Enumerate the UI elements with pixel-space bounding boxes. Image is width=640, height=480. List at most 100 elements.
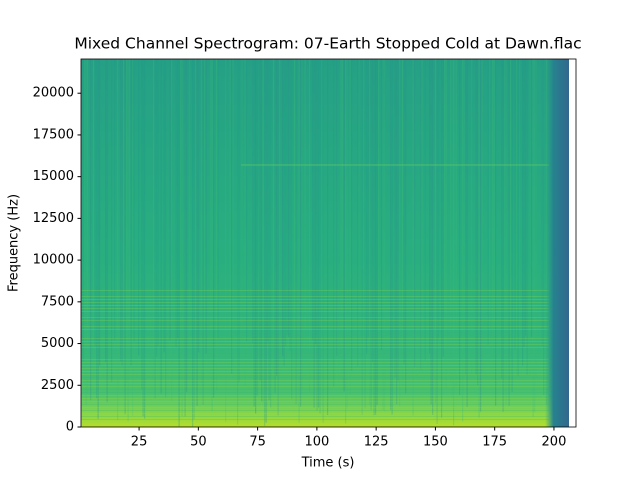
spectrogram-texture <box>120 59 122 362</box>
spectrogram-texture <box>462 59 464 422</box>
spectrogram-texture <box>138 59 140 356</box>
spectrogram-texture <box>126 59 128 383</box>
spectrogram-texture <box>459 59 461 396</box>
spectrogram-texture <box>420 59 422 370</box>
spectrogram-texture <box>313 59 315 408</box>
spectrogram-texture <box>210 59 212 375</box>
plot-area <box>81 59 569 427</box>
spectrogram-texture <box>261 59 263 402</box>
spectrogram-texture <box>81 296 549 297</box>
spectrogram-texture <box>81 407 549 408</box>
spectrogram-texture <box>202 59 204 405</box>
spectrogram-texture <box>309 59 311 393</box>
spectrogram-texture <box>237 59 239 425</box>
spectrogram-texture <box>123 59 125 357</box>
spectrogram-texture <box>157 59 159 346</box>
spectrogram-texture <box>487 59 489 346</box>
spectrogram-texture <box>163 59 165 353</box>
spectrogram-texture <box>373 59 375 416</box>
spectrogram-texture <box>321 59 323 350</box>
spectrogram-texture <box>441 59 443 418</box>
spectrogram-texture <box>456 59 458 388</box>
spectrogram-texture <box>85 59 87 405</box>
spectrogram-texture <box>184 59 186 417</box>
spectrogram-texture <box>81 416 549 417</box>
spectrogram-texture <box>453 59 455 426</box>
spectrogram-texture <box>81 356 549 357</box>
spectrogram-texture <box>121 59 123 366</box>
spectrogram-texture <box>81 413 549 414</box>
y-tick-label: 10000 <box>33 253 74 268</box>
spectrogram-texture <box>301 59 303 390</box>
spectrogram-texture <box>367 59 369 339</box>
spectrogram-texture <box>192 59 194 427</box>
spectrogram-texture <box>177 59 179 339</box>
spectrogram-texture <box>81 386 549 387</box>
spectrogram-texture <box>451 59 453 398</box>
spectrogram-texture <box>504 59 506 336</box>
x-tick-label: 100 <box>304 435 329 450</box>
spectrogram-texture <box>322 59 324 423</box>
spectrogram-texture <box>81 410 549 411</box>
spectrogram-texture <box>231 59 233 374</box>
spectrogram-texture <box>495 59 497 406</box>
spectrogram-texture <box>81 365 549 366</box>
spectrogram-texture <box>81 293 549 294</box>
spectrogram-texture <box>421 59 423 373</box>
spectrogram-texture <box>510 59 512 350</box>
spectrogram-texture <box>375 59 377 415</box>
spectrogram-texture <box>430 59 432 405</box>
spectrogram-texture <box>285 59 287 346</box>
spectrogram-texture <box>361 59 363 415</box>
spectrogram-texture <box>81 305 549 306</box>
spectrogram-texture <box>154 59 156 399</box>
spectrogram-texture <box>241 59 243 351</box>
x-tick-label: 125 <box>364 435 389 450</box>
spectrogram-texture <box>96 59 98 399</box>
spectrogram-texture <box>535 59 537 378</box>
spectrogram-texture <box>333 59 335 387</box>
spectrogram-texture <box>438 59 440 339</box>
spectrogram-texture <box>253 59 255 407</box>
y-tick-label: 2500 <box>41 378 74 393</box>
spectrogram-texture <box>141 59 143 390</box>
spectrogram-texture <box>181 59 183 417</box>
spectrogram-texture <box>81 353 549 354</box>
spectrogram-texture <box>130 59 132 366</box>
y-tick-label: 0 <box>66 420 74 435</box>
spectrogram-texture <box>282 59 284 357</box>
spectrogram-texture <box>312 59 314 340</box>
spectrogram-texture <box>397 59 399 381</box>
spectrogram-texture <box>372 59 374 363</box>
y-tick-label: 7500 <box>41 294 74 309</box>
spectrogram-texture <box>81 329 549 330</box>
spectrogram-texture <box>376 59 378 405</box>
spectrogram-texture <box>274 59 276 394</box>
spectrogram-texture <box>105 59 107 363</box>
spectrogram-texture <box>351 59 353 371</box>
spectrogram-texture <box>489 59 491 356</box>
spectrogram-texture <box>160 59 162 394</box>
spectrogram-texture <box>81 308 549 309</box>
spectrogram-texture <box>81 347 549 348</box>
spectrogram-texture <box>270 59 272 408</box>
spectrogram-texture <box>156 59 158 357</box>
spectrogram-texture <box>81 311 549 312</box>
spectrogram-texture <box>391 59 393 415</box>
spectrogram-texture <box>349 59 351 395</box>
spectrogram-texture <box>268 59 270 401</box>
spectrogram-texture <box>429 59 431 354</box>
spectrogram-texture <box>279 59 281 375</box>
spectrogram-texture <box>336 59 338 356</box>
spectrogram-texture <box>343 59 345 392</box>
spectrogram-texture <box>475 59 477 375</box>
spectrogram-texture <box>523 59 525 347</box>
spectrogram-texture <box>414 59 416 367</box>
spectrogram-texture <box>364 59 366 409</box>
spectrogram-texture <box>81 362 549 363</box>
spectrogram-texture <box>345 59 347 424</box>
spectrogram-texture <box>516 59 518 374</box>
spectrogram-texture <box>81 401 549 402</box>
spectrogram-texture <box>262 59 264 403</box>
